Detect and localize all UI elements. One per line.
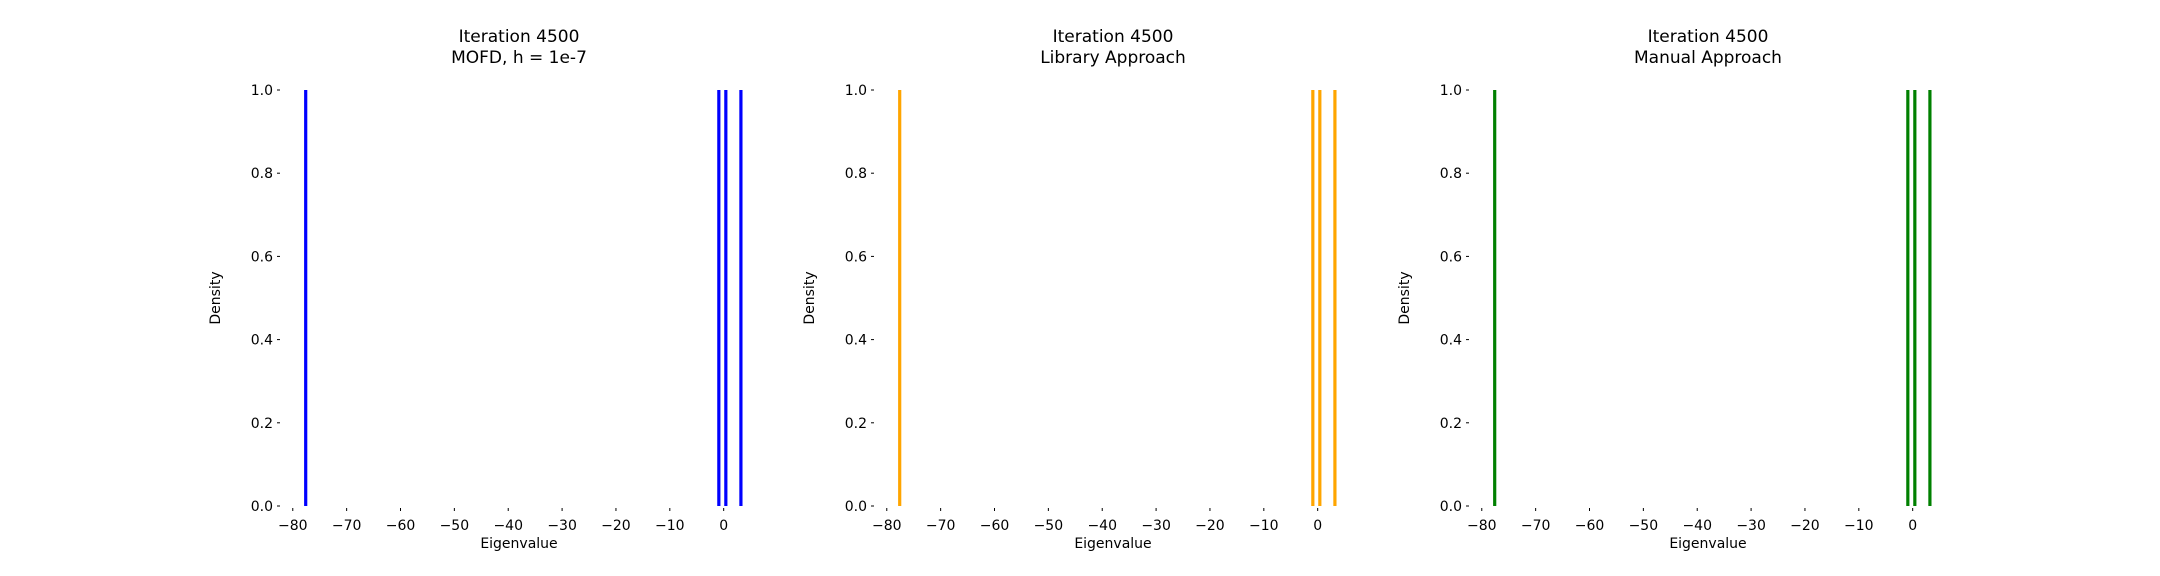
x-tick-label: −10: [655, 518, 685, 534]
x-tick-label: −80: [1467, 518, 1497, 534]
y-tick-label: 0.8: [845, 166, 867, 182]
x-tick-label: −20: [1790, 518, 1820, 534]
x-tick-label: −10: [1249, 518, 1279, 534]
x-tick-label: −30: [1141, 518, 1171, 534]
y-tick-label: 0.2: [251, 416, 273, 432]
x-tick-label: −20: [1195, 518, 1225, 534]
y-tick-label: 0.0: [251, 499, 273, 515]
y-tick-label: 0.2: [1440, 416, 1462, 432]
y-tick-label: 1.0: [845, 83, 867, 99]
y-tick-label: 0.6: [1440, 249, 1462, 265]
y-tick-label: 0.0: [845, 499, 867, 515]
x-axis-label: Eigenvalue: [1074, 536, 1151, 552]
y-tick-label: 0.6: [251, 249, 273, 265]
x-tick-label: −40: [1087, 518, 1117, 534]
y-axis-label: Density: [208, 271, 224, 324]
y-tick-label: 1.0: [251, 83, 273, 99]
x-tick-label: −50: [440, 518, 470, 534]
x-tick-label: −80: [872, 518, 902, 534]
x-tick-label: −70: [926, 518, 956, 534]
x-axis-label: Eigenvalue: [480, 536, 557, 552]
y-tick-label: 1.0: [1440, 83, 1462, 99]
x-tick-label: −30: [547, 518, 577, 534]
x-tick-label: 0: [1908, 518, 1917, 534]
y-tick-label: 0.6: [845, 249, 867, 265]
x-tick-label: −60: [1575, 518, 1605, 534]
x-tick-label: −20: [601, 518, 631, 534]
x-tick-label: 0: [1313, 518, 1322, 534]
chart-title: Iteration 4500 Manual Approach: [1634, 27, 1782, 68]
chart-panel-2: Iteration 4500 Library Approach 0.0 0.2 0.4 0…: [802, 27, 1337, 552]
x-tick-label: −60: [980, 518, 1010, 534]
y-axis-label: Density: [1397, 271, 1413, 324]
y-tick-label: 0.0: [1440, 499, 1462, 515]
x-tick-label: −60: [386, 518, 416, 534]
chart-title: Iteration 4500 Library Approach: [1040, 27, 1186, 68]
chart-panel-1: Iteration 4500 MOFD, h = 1e-7 0.0 0.2 0.4 0.6…: [208, 27, 743, 552]
x-axis-label: Eigenvalue: [1669, 536, 1746, 552]
y-tick-label: 0.2: [845, 416, 867, 432]
x-tick-label: −10: [1844, 518, 1874, 534]
chart-panel-3: Iteration 4500 Manual Approach 0.0 0.2 0.4 0.…: [1397, 27, 1932, 552]
y-tick-label: 0.4: [1440, 333, 1462, 349]
x-tick-label: −70: [332, 518, 362, 534]
y-tick-label: 0.8: [251, 166, 273, 182]
y-tick-label: 0.4: [845, 333, 867, 349]
y-axis-label: Density: [802, 271, 818, 324]
x-tick-label: −30: [1736, 518, 1766, 534]
x-tick-label: −40: [493, 518, 523, 534]
x-tick-label: −50: [1629, 518, 1659, 534]
y-tick-label: 0.4: [251, 333, 273, 349]
x-tick-label: 0: [719, 518, 728, 534]
x-tick-label: −40: [1682, 518, 1712, 534]
y-tick-label: 0.8: [1440, 166, 1462, 182]
x-tick-label: −80: [278, 518, 308, 534]
x-tick-label: −50: [1034, 518, 1064, 534]
chart-title: Iteration 4500 MOFD, h = 1e-7: [451, 27, 587, 68]
x-tick-label: −70: [1521, 518, 1551, 534]
